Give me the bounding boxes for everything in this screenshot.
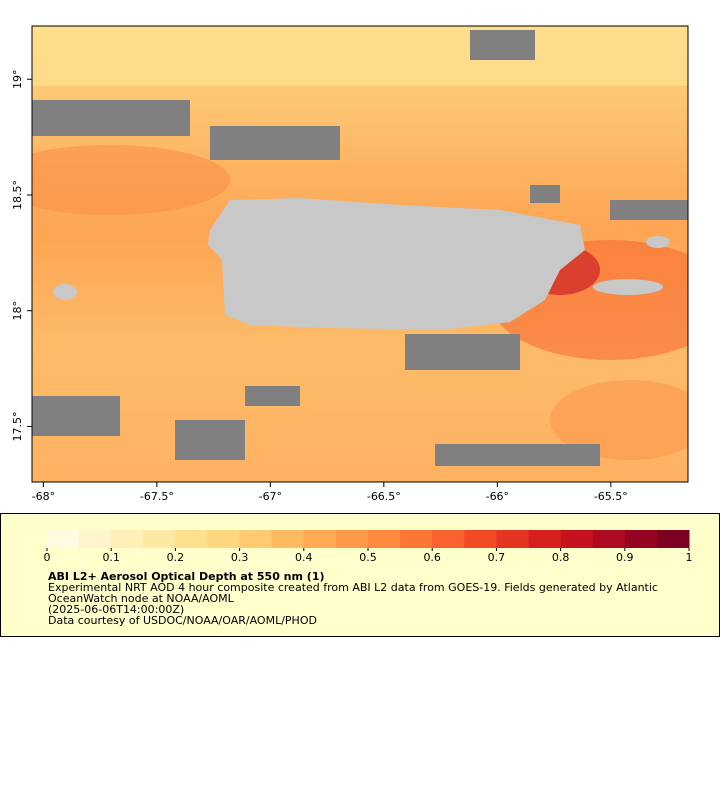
island [593,279,663,295]
island [208,198,585,330]
colorbar-swatch [79,530,112,548]
colorbar-swatch [368,530,401,548]
colorbar-tick-label: 0.1 [102,551,120,564]
colorbar-swatch [656,530,690,548]
x-tick-label: -67° [259,490,282,503]
legend-line: OceanWatch node at NOAA/AOML [48,592,235,605]
colorbar-swatch [464,530,497,548]
colorbar-tick-label: 0.6 [423,551,441,564]
x-tick-label: -68° [32,490,55,503]
colorbar-swatch [528,530,562,548]
colorbar-swatch [432,530,465,548]
colorbar-swatch [624,530,658,548]
y-tick-label: 19° [11,69,24,89]
colorbar-tick-label: 1 [686,551,693,564]
colorbar-swatch [175,530,208,548]
colorbar-tick-label: 0 [44,551,51,564]
island [646,236,670,248]
legend-line: (2025-06-06T14:00:00Z) [48,603,184,616]
aod-field [32,26,688,482]
colorbar-swatch [111,530,144,548]
colorbar-tick-label: 0.2 [167,551,185,564]
x-tick-label: -65.5° [594,490,628,503]
x-tick-label: -66° [486,490,509,503]
map-frame [31,25,689,483]
colorbar-tick-label: 0.4 [295,551,313,564]
colorbar-swatch [271,530,305,548]
legend-title: ABI L2+ Aerosol Optical Depth at 550 nm … [48,570,325,583]
colorbar-swatch [207,530,241,548]
legend-line: Data courtesy of USDOC/NOAA/OAR/AOML/PHO… [48,614,317,627]
colorbar-swatch [592,530,626,548]
colorbar-swatch [47,530,80,548]
colorbar-tick-label: 0.9 [616,551,634,564]
colorbar-swatch [303,530,337,548]
y-tick-label: 18° [11,301,24,321]
y-tick-label: 17.5° [11,411,24,441]
colorbar-tick-label: 0.5 [359,551,377,564]
colorbar-tick-label: 0.3 [231,551,249,564]
island [53,284,77,300]
colorbar-swatch [143,530,176,548]
colorbar-swatch [335,530,369,548]
colorbar-swatch [496,530,529,548]
y-tick-label: 18.5° [11,180,24,210]
x-tick-label: -66.5° [367,490,401,503]
colorbar-tick-label: 0.7 [488,551,506,564]
colorbar-swatch [400,530,433,548]
legend-line: Experimental NRT AOD 4 hour composite cr… [48,581,658,594]
x-tick-label: -67.5° [140,490,174,503]
colorbar-swatch [239,530,273,548]
colorbar-tick-label: 0.8 [552,551,570,564]
colorbar-swatch [560,530,594,548]
